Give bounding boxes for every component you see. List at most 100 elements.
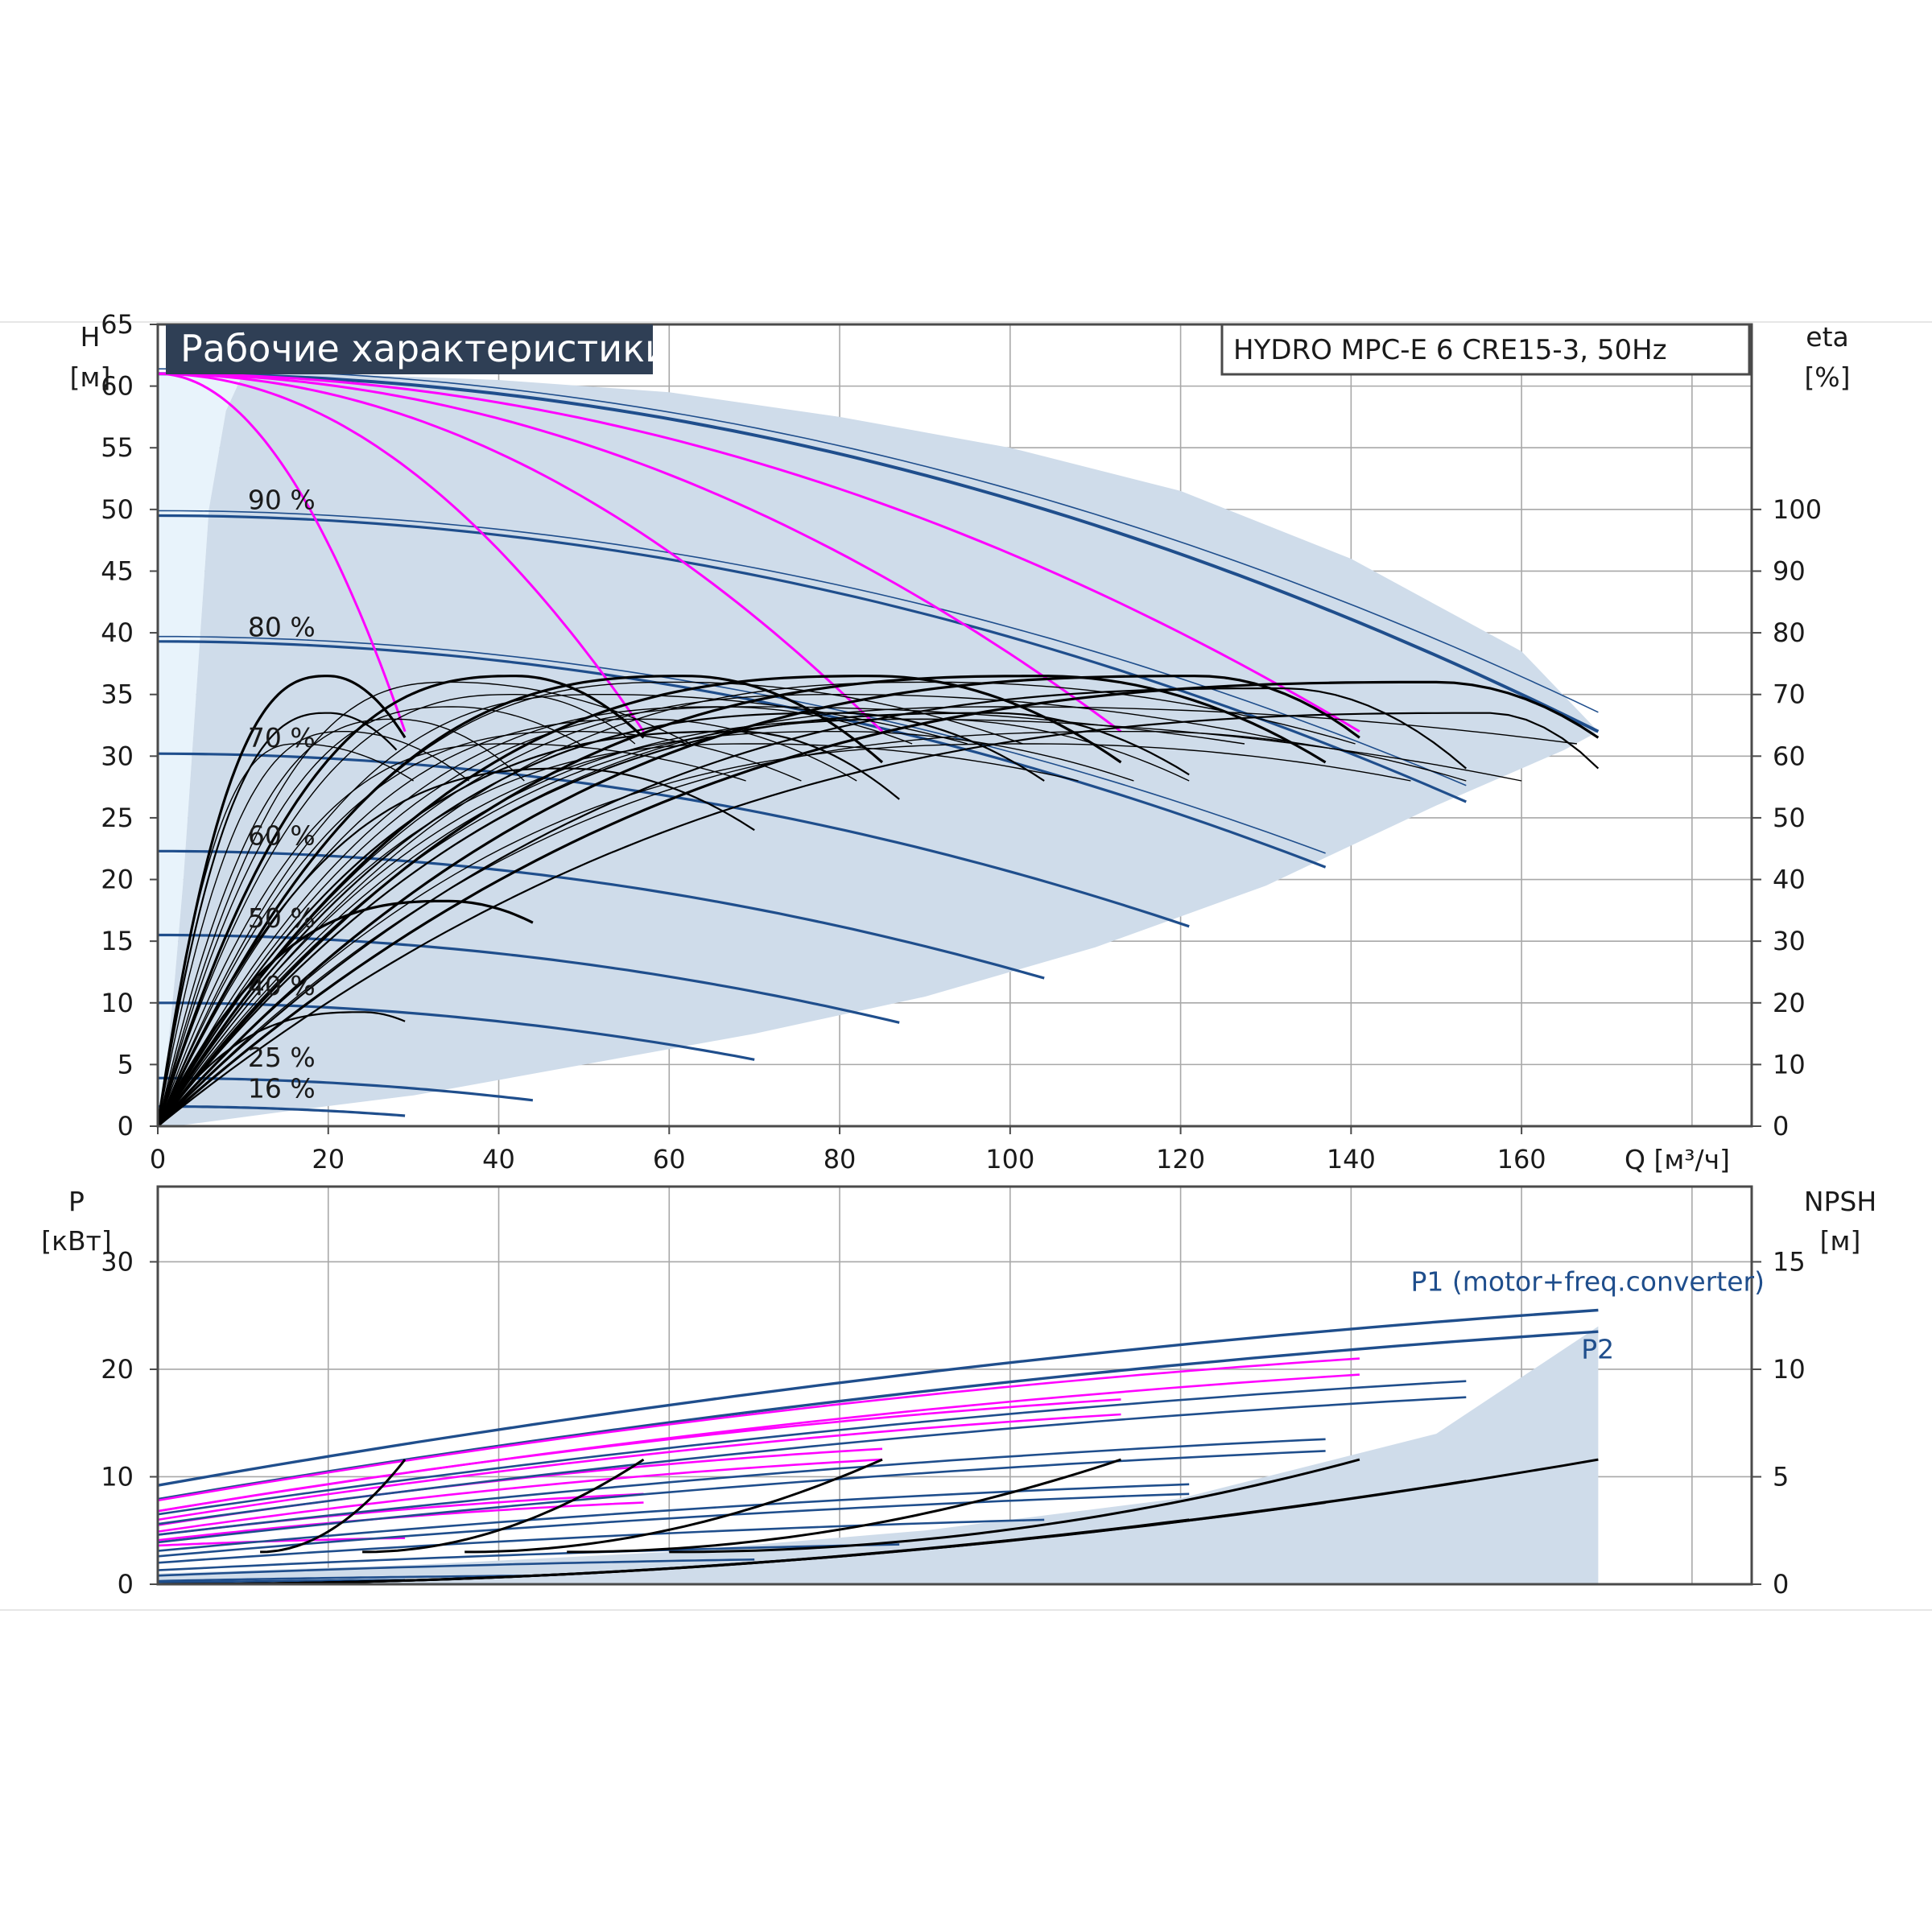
efficiency-curve-thin [157,718,857,1127]
efficiency-curve-thin [157,743,1411,1127]
eta-tick-label: 20 [1773,988,1806,1018]
speed-label: 60 % [248,819,316,851]
head-right-ticks: 0 10 20 30 40 50 60 70 80 90 100 [1752,494,1822,1141]
npsh-tick-label: 15 [1773,1246,1806,1277]
efficiency-curve-thin [157,718,525,1127]
power-curve [157,1438,1326,1536]
power-curve [157,1458,883,1533]
y-tick-label: 40 [101,617,134,648]
speed-curve [158,849,1045,980]
pump-curve [157,372,884,733]
speed-curve-secondary [158,635,1326,854]
efficiency-curve [157,712,1600,1127]
efficiency-curve [156,675,407,1127]
eta-axis-symbol: eta [1806,321,1848,353]
power-curve [157,1357,1360,1502]
power-curve [157,1492,1190,1558]
efficiency-curve-thin [157,718,1190,1127]
speed-label: 50 % [248,902,316,934]
power-tick-label: 10 [101,1461,134,1492]
power-series-label: P1 (motor+freq.converter) [1410,1266,1764,1298]
npsh-curve [464,1458,883,1554]
npsh-tick-label: 5 [1773,1461,1789,1492]
power-left-ticks: 0 10 20 30 [101,1246,158,1600]
power-tick-label: 30 [101,1246,134,1277]
x-tick-label: 20 [312,1144,345,1174]
power-axis-symbol: P [68,1186,85,1217]
npsh-tick-label: 0 [1773,1569,1789,1600]
efficiency-curve-thin [157,718,1522,1127]
efficiency-curve-thin [157,681,1023,1127]
efficiency-curve-thin [157,706,1245,1127]
efficiency-curve [157,712,1045,1127]
speed-curve-secondary [157,368,1599,713]
power-curve [157,1413,1121,1521]
head-envelope-light-region [158,374,243,1126]
y-tick-label: 45 [101,555,134,586]
y-tick-label: 60 [101,371,134,402]
npsh-curve [567,1458,1121,1554]
efficiency-curve-thin [157,743,1079,1127]
eta-tick-label: 90 [1773,555,1806,586]
product-box [1220,323,1751,376]
pump-curves [157,372,1360,733]
speed-label: 90 % [248,485,316,516]
power-curve [157,1579,406,1584]
efficiency-curve-thin [157,681,691,1127]
npsh-curve [669,1458,1360,1554]
x-tick-label: 120 [1156,1144,1205,1174]
speed-curve-secondary [157,510,1467,786]
efficiency-curve [156,767,755,1127]
efficiency-curve-thin [157,731,469,1127]
y-tick-label: 20 [101,865,134,895]
head-x-ticks: 0 20 40 60 80 100 120 140 160 [150,1126,1546,1174]
product-name: HYDRO MPC-E 6 CRE15-3, 50Hz [1233,334,1667,366]
power-curve [157,1396,1467,1525]
power-curve [157,1558,755,1577]
npsh-axis-symbol: NPSH [1804,1186,1876,1217]
x-tick-label: 140 [1327,1144,1376,1174]
y-tick-label: 5 [118,1049,134,1080]
speed-label: 16 % [248,1072,316,1104]
power-curve [157,1518,1045,1564]
efficiency-curve-thin [157,706,580,1127]
speed-label: 40 % [248,970,316,1001]
eta-tick-label: 50 [1773,803,1806,833]
efficiency-curves [156,675,1600,1128]
x-tick-label: 80 [824,1144,857,1174]
npsh-tick-label: 10 [1773,1354,1806,1385]
power-curve [157,1543,900,1571]
eta-tick-label: 40 [1773,865,1806,895]
eta-tick-label: 80 [1773,617,1806,648]
efficiency-curve-thin [157,694,636,1127]
efficiency-curve-thin [157,743,746,1127]
eta-tick-label: 30 [1773,926,1806,956]
eta-tick-label: 10 [1773,1049,1806,1080]
y-tick-label: 15 [101,926,134,956]
efficiency-curve [157,730,900,1127]
efficiency-curve-thin [157,706,913,1127]
efficiency-curve [156,680,1600,1128]
efficiency-curve [156,712,398,1127]
power-curve [157,1380,1467,1516]
power-tick-label: 20 [101,1354,134,1385]
efficiency-curve-thin [157,743,414,1127]
speed-curve [157,372,1600,733]
npsh-curve [260,1459,407,1554]
npsh-curve [362,1458,645,1554]
efficiency-curve-thin [157,731,1467,1127]
y-tick-label: 30 [101,741,134,771]
power-right-ticks: 0 5 10 15 [1752,1246,1806,1600]
head-chart: 100 %90 %80 %70 %60 %50 %40 %25 %16 % 05… [70,309,1851,1175]
speed-label: 80 % [248,611,316,642]
y-tick-label: 35 [101,679,134,710]
efficiency-curve-thin [157,731,1134,1127]
efficiency-curve [157,687,1468,1127]
y-tick-label: 0 [118,1111,134,1141]
power-envelope-region [158,1326,1599,1584]
power-curves [157,1308,1599,1584]
eta-tick-label: 0 [1773,1111,1789,1141]
y-tick-label: 55 [101,432,134,463]
x-tick-label: 0 [150,1144,166,1174]
